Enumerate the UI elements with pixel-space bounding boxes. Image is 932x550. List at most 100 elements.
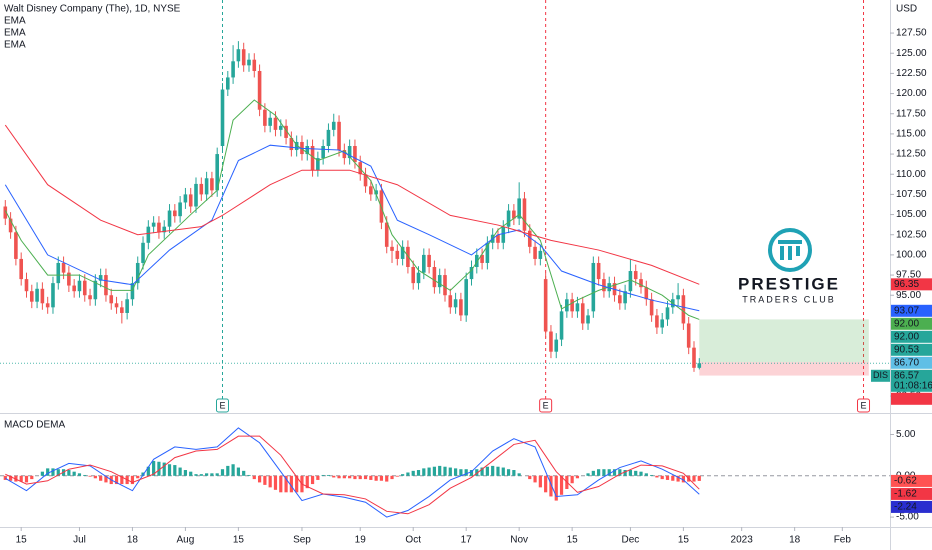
histogram-bar xyxy=(130,475,135,485)
x-tick-label: Sep xyxy=(293,535,311,546)
logo: PRESTIGE TRADERS CLUB xyxy=(738,228,838,304)
ema-value-label-bg xyxy=(891,278,932,291)
candle-body xyxy=(45,303,50,308)
histogram-bar xyxy=(242,470,246,476)
ema-value-label: 93.07 xyxy=(894,305,919,316)
candle-body xyxy=(8,218,13,233)
histogram-bar xyxy=(72,471,76,476)
ema-line xyxy=(4,124,700,285)
y-tick-label: 97.50 xyxy=(896,270,921,281)
candle-body xyxy=(480,254,484,263)
symbol-tag-bg xyxy=(871,369,890,382)
histogram-bar xyxy=(30,475,34,480)
candle-body xyxy=(231,61,235,78)
histogram-bar xyxy=(650,474,654,476)
histogram-bar xyxy=(152,460,156,476)
histogram-bar xyxy=(363,475,368,480)
y-tick-label: 95.00 xyxy=(896,290,921,301)
histogram-bar xyxy=(655,475,659,478)
event-marker xyxy=(539,398,553,413)
candle-body xyxy=(591,262,596,312)
histogram-bar xyxy=(607,469,611,476)
candle-body xyxy=(93,280,98,300)
x-tick-label: 15 xyxy=(678,535,690,546)
candle-body xyxy=(469,266,474,280)
candle-body xyxy=(549,331,553,352)
histogram-bar xyxy=(305,475,309,489)
candle-body xyxy=(453,299,458,308)
candle-body xyxy=(146,226,151,243)
histogram-bar xyxy=(114,475,119,485)
histogram-bar xyxy=(665,475,670,480)
histogram-bar xyxy=(570,475,574,484)
histogram-bar xyxy=(374,475,378,481)
candle-body xyxy=(162,226,167,233)
candle-body xyxy=(437,275,442,288)
candle-body xyxy=(506,210,511,227)
histogram-bar xyxy=(628,470,633,476)
candle-body xyxy=(294,141,299,151)
candle-body xyxy=(586,315,590,324)
histogram-bar xyxy=(46,468,50,476)
histogram-bar xyxy=(40,471,44,476)
ema-value-label: 96.35 xyxy=(894,279,919,290)
histogram-bar xyxy=(501,467,505,476)
candle-body xyxy=(56,262,61,284)
histogram-bar xyxy=(443,466,447,476)
y-tick-label: 102.50 xyxy=(896,229,927,240)
x-tick-label: 15 xyxy=(16,535,28,546)
logo-bar xyxy=(788,246,792,260)
y-tick-label: 107.50 xyxy=(896,189,927,200)
histogram-bar xyxy=(263,475,267,485)
candle-body xyxy=(517,198,521,219)
histogram-bar xyxy=(279,475,283,493)
histogram-bar xyxy=(289,475,293,493)
candle-body xyxy=(24,279,29,292)
histogram-bar xyxy=(432,466,437,476)
logo-bar xyxy=(796,246,800,256)
histogram-bar xyxy=(512,470,516,476)
candle-body xyxy=(496,234,500,243)
y-tick-label: 122.50 xyxy=(896,68,927,79)
ema-value-label: 92.00 xyxy=(894,318,919,329)
candle-body xyxy=(225,77,230,90)
candle-body xyxy=(697,363,702,368)
last-price-label: 86.57 xyxy=(894,370,919,381)
candle-body xyxy=(575,303,580,312)
histogram-bar xyxy=(406,472,410,476)
candle-body xyxy=(400,246,405,259)
histogram-bar xyxy=(183,470,188,476)
histogram-bar xyxy=(586,473,590,476)
candle-body xyxy=(559,311,564,340)
histogram-bar xyxy=(167,464,172,476)
y-tick-label: 117.50 xyxy=(896,108,926,119)
candle-body xyxy=(178,202,182,217)
x-tick-label: Oct xyxy=(405,535,421,546)
histogram-bar xyxy=(369,475,373,480)
candle-body xyxy=(257,70,262,110)
candle-body xyxy=(655,315,659,328)
x-tick-label: 15 xyxy=(567,535,579,546)
histogram-bar xyxy=(459,469,463,476)
histogram-bar xyxy=(597,469,601,476)
candle-body xyxy=(40,288,45,304)
histogram-bar xyxy=(438,465,442,476)
candle-body xyxy=(289,137,294,151)
last-price-label-countdown: 01:08:16 xyxy=(894,380,932,391)
axis-unit: USD xyxy=(896,4,917,15)
symbol-tag: DIS xyxy=(873,370,888,380)
macd-y-tick-label: 5.00 xyxy=(896,429,916,440)
position-label-bg xyxy=(891,356,932,369)
candle-body xyxy=(82,280,87,296)
histogram-bar xyxy=(310,475,315,485)
candle-body xyxy=(639,279,643,288)
y-tick-label: 127.50 xyxy=(896,28,927,39)
candle-body xyxy=(157,222,161,233)
event-label: E xyxy=(543,400,549,410)
candle-body xyxy=(326,129,331,147)
histogram-bar xyxy=(83,474,87,476)
candle-body xyxy=(644,287,649,300)
x-tick-label: Jul xyxy=(73,535,86,546)
candle-body xyxy=(278,125,283,130)
